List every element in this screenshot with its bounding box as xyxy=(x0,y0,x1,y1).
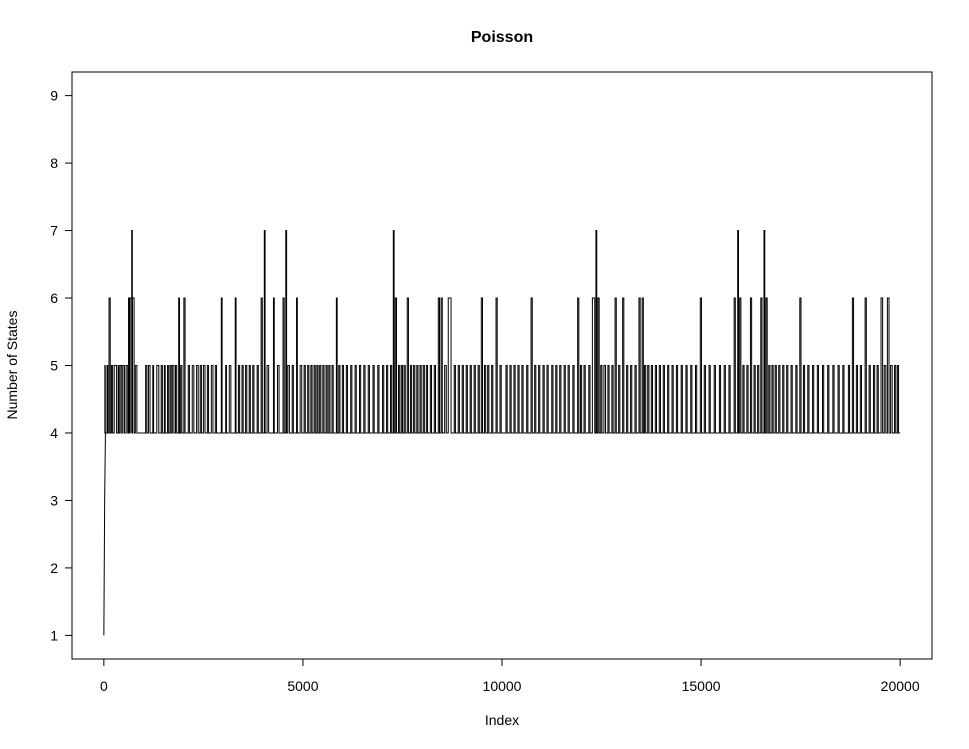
y-tick-label: 3 xyxy=(50,492,58,508)
y-tick-label: 4 xyxy=(50,425,58,441)
x-tick-label: 0 xyxy=(100,678,108,694)
y-tick-label: 6 xyxy=(50,290,58,306)
x-tick-label: 15000 xyxy=(682,678,721,694)
x-axis: 0 5000 10000 15000 20000 xyxy=(100,659,920,694)
series-line xyxy=(103,230,901,636)
y-tick-label: 2 xyxy=(50,560,58,576)
y-axis-label: Number of States xyxy=(4,311,20,420)
y-axis: 1 2 3 4 5 6 7 8 9 xyxy=(50,88,72,643)
y-tick-label: 1 xyxy=(50,627,58,643)
y-tick-label: 8 xyxy=(50,155,58,171)
y-tick-label: 5 xyxy=(50,358,58,374)
y-tick-label: 9 xyxy=(50,88,58,104)
chart-title: Poisson xyxy=(471,29,533,46)
x-tick-label: 5000 xyxy=(287,678,318,694)
y-tick-label: 7 xyxy=(50,223,58,239)
x-tick-label: 20000 xyxy=(881,678,920,694)
x-tick-label: 10000 xyxy=(483,678,522,694)
x-axis-label: Index xyxy=(485,712,519,728)
